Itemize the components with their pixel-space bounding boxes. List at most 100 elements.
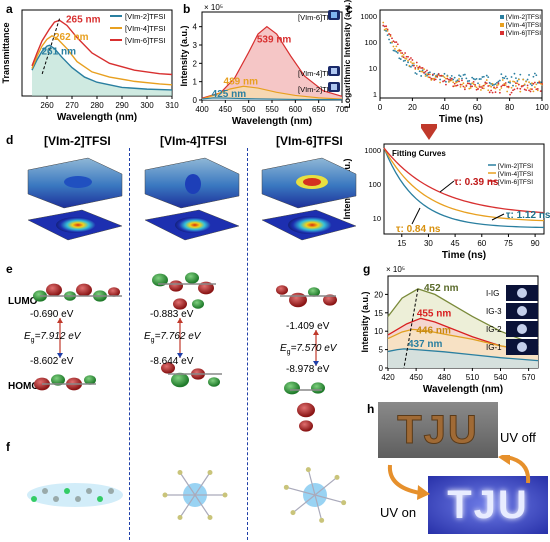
data-point (449, 77, 452, 79)
y-tick-label: 10 (374, 327, 383, 336)
y-tick-label: 100 (364, 38, 377, 47)
data-point (389, 35, 392, 38)
legend-entry: [VIm-6]TFSI (125, 36, 165, 45)
data-point (493, 83, 495, 86)
data-point (487, 76, 490, 79)
sample-tag: IG-3 (486, 307, 502, 316)
homo-energy-2: -8.644 eV (150, 356, 194, 367)
data-point (458, 78, 460, 80)
x-tick-label: 60 (473, 103, 482, 112)
data-point (536, 87, 539, 90)
data-point (474, 78, 476, 81)
data-point (439, 74, 442, 77)
data-point (426, 69, 428, 72)
legend-entry: [VIm-4]TFSI (498, 171, 533, 178)
data-point (498, 91, 501, 94)
compound-title-3: [VIm-6]TFSI (276, 134, 343, 148)
data-point (501, 84, 504, 87)
data-point (452, 81, 455, 84)
data-point (423, 72, 425, 74)
data-point (471, 85, 474, 88)
data-point (442, 75, 444, 77)
data-point (398, 57, 401, 60)
data-point (447, 78, 450, 81)
data-point (490, 85, 493, 88)
data-point (475, 77, 478, 80)
data-point (410, 61, 412, 63)
x-tick-label: 550 (265, 105, 279, 114)
data-point (491, 91, 494, 94)
data-point (452, 78, 455, 81)
orbital-lobe (192, 299, 204, 309)
fit-curve (383, 147, 545, 222)
x-tick-label: 450 (219, 105, 233, 114)
data-point (426, 73, 428, 76)
data-point (523, 83, 526, 86)
column-divider-2 (247, 148, 248, 540)
data-point (490, 83, 493, 85)
series-fill (202, 97, 342, 100)
panel-label-b: b (183, 2, 191, 16)
x-axis-label: Wavelength (nm) (423, 384, 503, 395)
data-point (404, 52, 407, 54)
orbital-lobe (284, 381, 300, 395)
data-point (501, 76, 504, 79)
homo-energy-3: -8.978 eV (286, 364, 330, 375)
d-surface-maps (27, 157, 357, 241)
data-point (433, 77, 436, 80)
bond (286, 486, 316, 496)
data-point (513, 80, 516, 83)
data-point (496, 86, 498, 89)
data-point (462, 85, 465, 88)
data-point (538, 81, 541, 84)
panel-label-e: e (6, 262, 13, 276)
data-point (455, 80, 458, 83)
chart-c-top: 0 20 40 60 80 100 1000 100 10 1 Time (ns) Logarithm… (342, 0, 549, 125)
data-point (424, 75, 427, 77)
data-point (533, 86, 536, 89)
data-point (461, 83, 463, 86)
orbital-lobe (51, 374, 65, 386)
data-point (480, 78, 482, 80)
atom (305, 467, 311, 473)
data-point (523, 88, 526, 91)
data-point (519, 90, 522, 93)
glow-spot (517, 324, 527, 334)
atom (53, 496, 59, 502)
data-point (391, 37, 393, 40)
data-point (477, 82, 479, 85)
bond (307, 469, 316, 496)
atom (64, 488, 70, 494)
y-tick-label: 15 (374, 309, 383, 318)
data-point (481, 76, 484, 78)
data-point (539, 82, 542, 85)
data-point (528, 89, 530, 92)
x-tick-label: 30 (424, 239, 433, 248)
data-point (515, 85, 517, 87)
data-point (522, 78, 525, 81)
x-tick-label: 400 (195, 105, 209, 114)
data-point (468, 79, 471, 82)
series-fill (32, 45, 172, 96)
orbital-lobe (308, 287, 320, 297)
series-label: [VIm-6]TFSI (298, 13, 338, 22)
data-point (399, 58, 402, 60)
y-exponent: × 10⁵ (386, 265, 405, 274)
data-point (436, 74, 439, 77)
data-point (453, 76, 456, 79)
data-point (520, 85, 523, 88)
peak-label: 452 nm (424, 283, 459, 294)
series-fill (388, 348, 538, 368)
atom (334, 474, 340, 480)
data-point (488, 81, 491, 84)
data-point (478, 78, 481, 80)
data-point (500, 87, 503, 89)
data-point (459, 85, 462, 88)
x-tick-label: 90 (531, 239, 540, 248)
data-point (484, 81, 487, 84)
series-line (387, 328, 539, 353)
data-point (411, 64, 414, 67)
data-point (402, 53, 405, 56)
orbital-lobe (185, 272, 199, 284)
